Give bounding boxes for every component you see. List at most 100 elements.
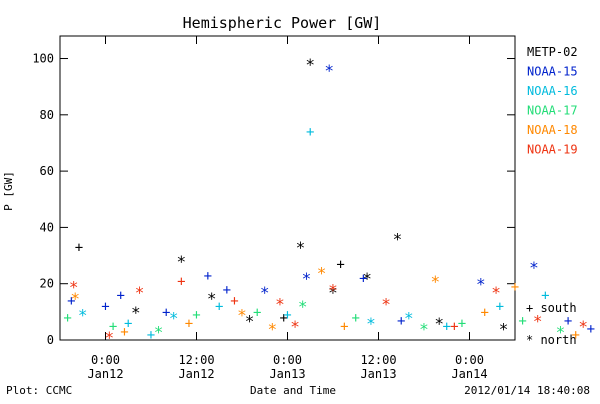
data-point: * xyxy=(169,308,179,327)
data-point: * xyxy=(135,283,145,302)
data-point: * xyxy=(529,258,539,277)
data-point: + xyxy=(541,288,549,304)
y-tick-label: 0 xyxy=(47,333,54,347)
x-tick-label-date: Jan12 xyxy=(178,367,214,381)
data-point: * xyxy=(298,297,308,316)
footer-left: Plot: CCMC xyxy=(6,384,72,397)
data-point: * xyxy=(499,320,509,339)
x-tick-label-time: 0:00 xyxy=(273,353,302,367)
data-point: + xyxy=(496,299,504,315)
y-axis: 0 20 40 60 80 100 xyxy=(32,52,515,347)
data-point: * xyxy=(302,269,312,288)
data-point: * xyxy=(491,283,501,302)
data-point: * xyxy=(328,283,338,302)
data-point: + xyxy=(109,319,117,335)
data-point: + xyxy=(458,316,466,332)
data-point: * xyxy=(476,275,486,294)
x-tick-label-date: Jan12 xyxy=(87,367,123,381)
data-point: * xyxy=(78,306,88,325)
data-point: * xyxy=(366,314,376,333)
legend-entry: NOAA-19 xyxy=(527,143,578,157)
x-axis-label: Date and Time xyxy=(250,384,336,397)
data-point: + xyxy=(67,294,75,310)
data-point: * xyxy=(305,55,315,74)
y-tick-label: 80 xyxy=(40,108,54,122)
data-point: + xyxy=(336,257,344,273)
data-point: * xyxy=(177,252,187,271)
data-point: + xyxy=(571,327,579,343)
data-point: + xyxy=(101,299,109,315)
data-point: + xyxy=(185,316,193,332)
data-point: + xyxy=(75,240,83,256)
data-point: + xyxy=(279,310,287,326)
data-point: * xyxy=(245,311,255,330)
data-point: + xyxy=(352,310,360,326)
data-point: + xyxy=(192,308,200,324)
data-point: * xyxy=(268,320,278,339)
data-point: * xyxy=(317,263,327,282)
data-point: + xyxy=(518,313,526,329)
x-tick-label-date: Jan13 xyxy=(269,367,305,381)
x-tick-label-date: Jan13 xyxy=(360,367,396,381)
data-point: * xyxy=(70,289,80,308)
y-axis-label: P [GW] xyxy=(2,171,15,211)
x-axis: 0:00Jan1212:00Jan120:00Jan1312:00Jan130:… xyxy=(87,36,488,381)
data-point: + xyxy=(120,325,128,341)
data-point: * xyxy=(431,272,441,291)
legend-entry: NOAA-17 xyxy=(527,104,578,118)
x-tick-label-time: 12:00 xyxy=(178,353,214,367)
data-point: + xyxy=(162,305,170,321)
data-point: * xyxy=(296,238,306,257)
data-point: + xyxy=(204,268,212,284)
legend-entry: NOAA-18 xyxy=(527,123,578,137)
data-point: * xyxy=(104,328,114,347)
data-point: * xyxy=(328,280,338,299)
plot-frame xyxy=(59,35,516,341)
symbol-key-entry: * north xyxy=(526,333,577,347)
data-point: + xyxy=(480,305,488,321)
x-tick-label-time: 0:00 xyxy=(91,353,120,367)
data-point: + xyxy=(147,327,155,343)
data-point: + xyxy=(443,319,451,335)
data-point: + xyxy=(230,294,238,310)
y-tick-label: 60 xyxy=(40,164,54,178)
y-tick-label: 100 xyxy=(32,52,54,66)
symbol-key-entry: + south xyxy=(526,301,577,315)
data-point: + xyxy=(215,299,223,315)
data-point: * xyxy=(69,278,79,297)
data-point: + xyxy=(223,282,231,298)
data-point: + xyxy=(397,313,405,329)
legend-entry: NOAA-15 xyxy=(527,65,578,79)
data-point: + xyxy=(124,316,132,332)
data-point: * xyxy=(154,323,164,342)
data-point: + xyxy=(283,308,291,324)
symbol-key: + south * north xyxy=(526,301,577,347)
data-point: + xyxy=(340,319,348,335)
legend-entry: NOAA-16 xyxy=(527,84,578,98)
data-point: * xyxy=(381,294,391,313)
footer-timestamp: 2012/01/14 18:40:08 xyxy=(464,384,590,397)
data-points: +***+**+*** ****+ +++** + **++++++* + *++ * ++++… xyxy=(63,55,595,347)
data-point: + xyxy=(253,305,261,321)
data-point: + xyxy=(450,319,458,335)
data-point: * xyxy=(434,314,444,333)
legend: METP-02 NOAA-15 NOAA-16 NOAA-17 NOAA-18 NOAA-… xyxy=(527,45,578,157)
data-point: * xyxy=(556,323,566,342)
data-point: * xyxy=(533,311,543,330)
data-point: + xyxy=(511,280,519,296)
data-point: * xyxy=(207,289,217,308)
data-point: * xyxy=(237,306,247,325)
data-point: * xyxy=(131,303,141,322)
x-tick-label-date: Jan14 xyxy=(451,367,487,381)
data-point: * xyxy=(578,317,588,336)
data-point: * xyxy=(404,308,414,327)
data-point: * xyxy=(393,230,403,249)
data-point: + xyxy=(587,322,595,338)
x-tick-label-time: 0:00 xyxy=(455,353,484,367)
data-point: * xyxy=(324,61,334,80)
data-point: * xyxy=(260,283,270,302)
y-tick-label: 40 xyxy=(40,220,54,234)
y-tick-label: 20 xyxy=(40,277,54,291)
